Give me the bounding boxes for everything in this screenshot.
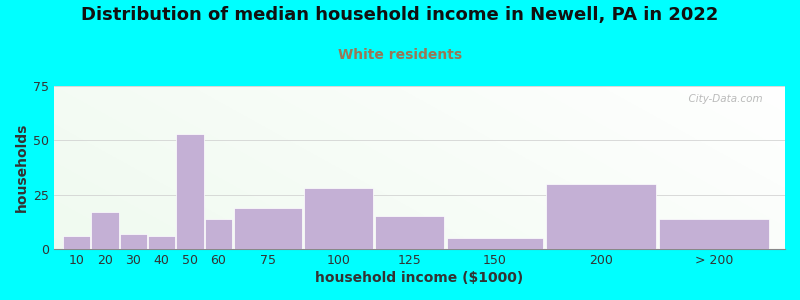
Y-axis label: households: households — [15, 123, 29, 212]
Text: White residents: White residents — [338, 48, 462, 62]
Bar — [546, 184, 656, 249]
Bar — [659, 219, 769, 249]
Bar — [205, 219, 232, 249]
Bar — [91, 212, 118, 249]
Bar — [176, 134, 204, 249]
Bar — [375, 216, 444, 249]
Bar — [234, 208, 302, 249]
Bar — [305, 188, 373, 249]
Bar — [148, 236, 175, 249]
X-axis label: household income ($1000): household income ($1000) — [315, 271, 524, 285]
Bar — [446, 238, 542, 249]
Text: Distribution of median household income in Newell, PA in 2022: Distribution of median household income … — [82, 6, 718, 24]
Text: City-Data.com: City-Data.com — [682, 94, 763, 104]
Bar — [63, 236, 90, 249]
Bar — [120, 234, 147, 249]
